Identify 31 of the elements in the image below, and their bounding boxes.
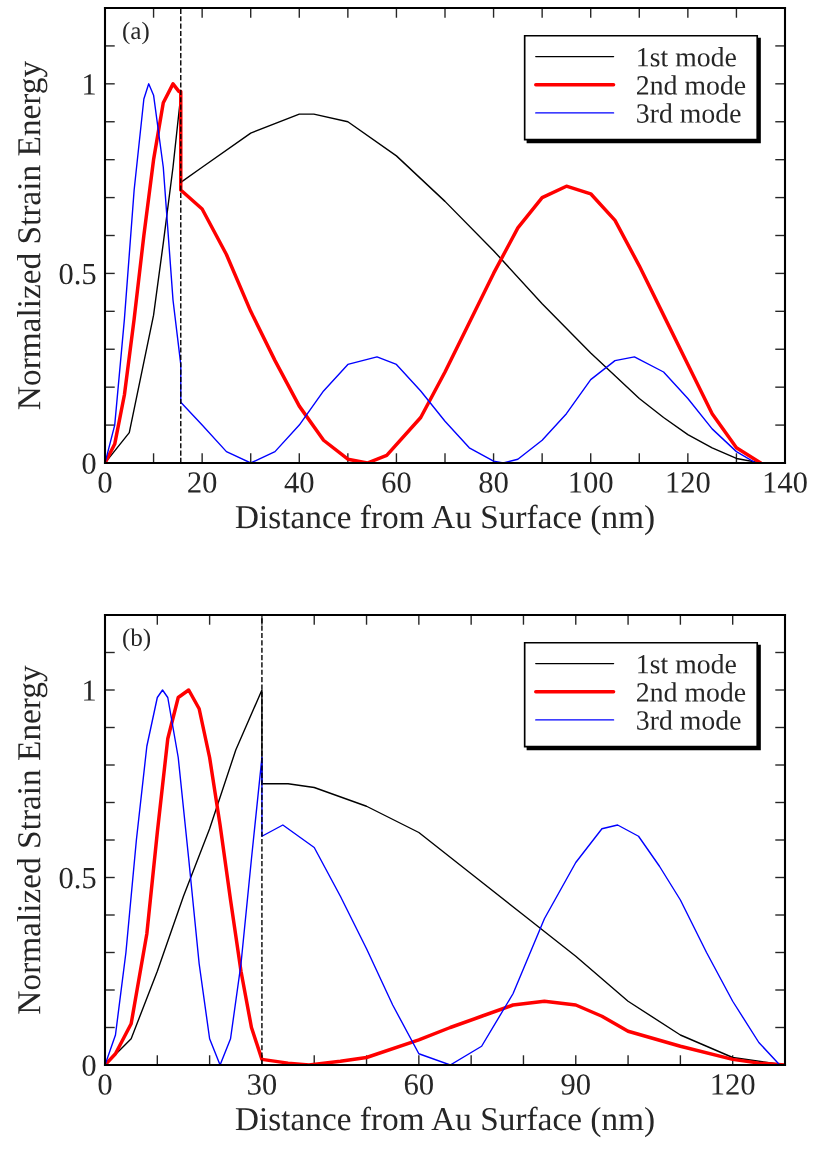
x-tick-label: 60: [382, 472, 411, 493]
y-axis-title: Normalized Strain Energy: [17, 665, 48, 1014]
x-tick-label: 120: [667, 472, 710, 493]
x-tick-label: 20: [188, 472, 217, 493]
x-tick-label: 30: [248, 1074, 277, 1095]
legend-label: 1st mode: [638, 47, 736, 67]
x-tick-label: 40: [284, 472, 314, 493]
x-tick-label: 0: [98, 472, 112, 493]
y-tick-label: 1: [84, 680, 95, 701]
annotation: (a): [123, 21, 149, 45]
legend-label: 2nd mode: [637, 682, 746, 702]
x-tick-label: 140: [764, 472, 807, 493]
y-tick-label: 1: [84, 74, 95, 95]
legend-label: 1st mode: [638, 654, 736, 674]
y-axis-title: Normalized Strain Energy: [17, 60, 48, 410]
x-tick-label: 120: [712, 1074, 755, 1095]
legend-label: 3rd mode: [637, 103, 741, 123]
x-axis-title: Distance from Au Surface (nm): [235, 1106, 654, 1138]
legend-label: 2nd mode: [637, 75, 746, 95]
y-tick-label: 0.5: [59, 263, 96, 285]
y-tick-label: 0: [82, 1055, 96, 1076]
y-tick-label: 0: [82, 453, 96, 474]
x-tick-label: 100: [570, 472, 613, 493]
legend-label: 3rd mode: [637, 710, 741, 730]
x-tick-label: 90: [561, 1074, 590, 1095]
x-tick-label: 80: [479, 472, 508, 493]
x-tick-label: 60: [404, 1074, 433, 1095]
x-axis-title: Distance from Au Surface (nm): [235, 504, 654, 536]
annotation: (b): [123, 628, 151, 652]
x-tick-label: 0: [98, 1074, 112, 1095]
y-tick-label: 0.5: [59, 867, 96, 889]
